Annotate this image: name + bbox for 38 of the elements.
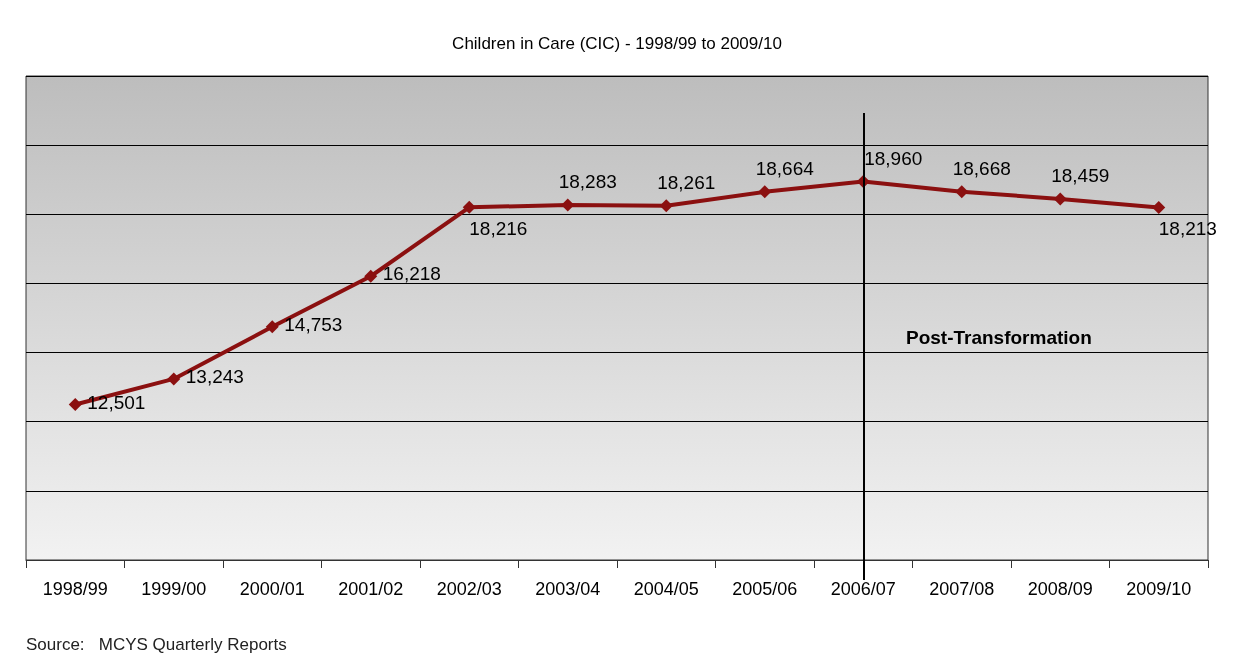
point (462, 200, 476, 214)
data-label: 18,664 (755, 157, 815, 179)
x-tick-label: 2008/09 (1027, 579, 1093, 599)
point (561, 198, 575, 212)
point (1053, 192, 1067, 206)
data-label: 16,218 (382, 263, 441, 285)
data-label: 18,960 (864, 147, 923, 169)
x-tick-label: 2000/01 (239, 579, 305, 599)
data-label: 18,668 (952, 157, 1011, 179)
data-label: 14,753 (284, 313, 343, 335)
point (659, 199, 673, 213)
source-note: Source: MCYS Quarterly Reports (26, 635, 287, 654)
data-label: 18,283 (558, 170, 617, 192)
data-label: 18,459 (1051, 164, 1110, 186)
data-label: 18,216 (469, 218, 528, 240)
data-label: 18,261 (657, 171, 716, 193)
point (364, 269, 378, 283)
x-tick-label: 1998/99 (42, 579, 108, 599)
data-label: 13,243 (185, 365, 244, 387)
x-tick-label: 2004/05 (633, 579, 699, 599)
x-tick-label: 2001/02 (338, 579, 404, 599)
point (1152, 200, 1166, 214)
point (955, 185, 969, 199)
x-tick-label: 2006/07 (830, 579, 896, 599)
point (167, 372, 181, 386)
x-tick-label: 2005/06 (732, 579, 798, 599)
point (758, 185, 772, 199)
x-tick-label: 2007/08 (929, 579, 995, 599)
point (68, 398, 82, 412)
x-tick-label: 2003/04 (535, 579, 601, 599)
x-tick-label: 2002/03 (436, 579, 502, 599)
annotation: Post-Transformation (906, 327, 1092, 348)
data-label: 18,213 (1158, 218, 1217, 240)
point (265, 320, 279, 334)
x-tick-label: 2009/10 (1126, 579, 1192, 599)
chart-title: Children in Care (CIC) - 1998/99 to 2009/10 (452, 34, 782, 53)
data-label: 12,501 (87, 391, 146, 413)
x-tick-label: 1999/00 (141, 579, 207, 599)
